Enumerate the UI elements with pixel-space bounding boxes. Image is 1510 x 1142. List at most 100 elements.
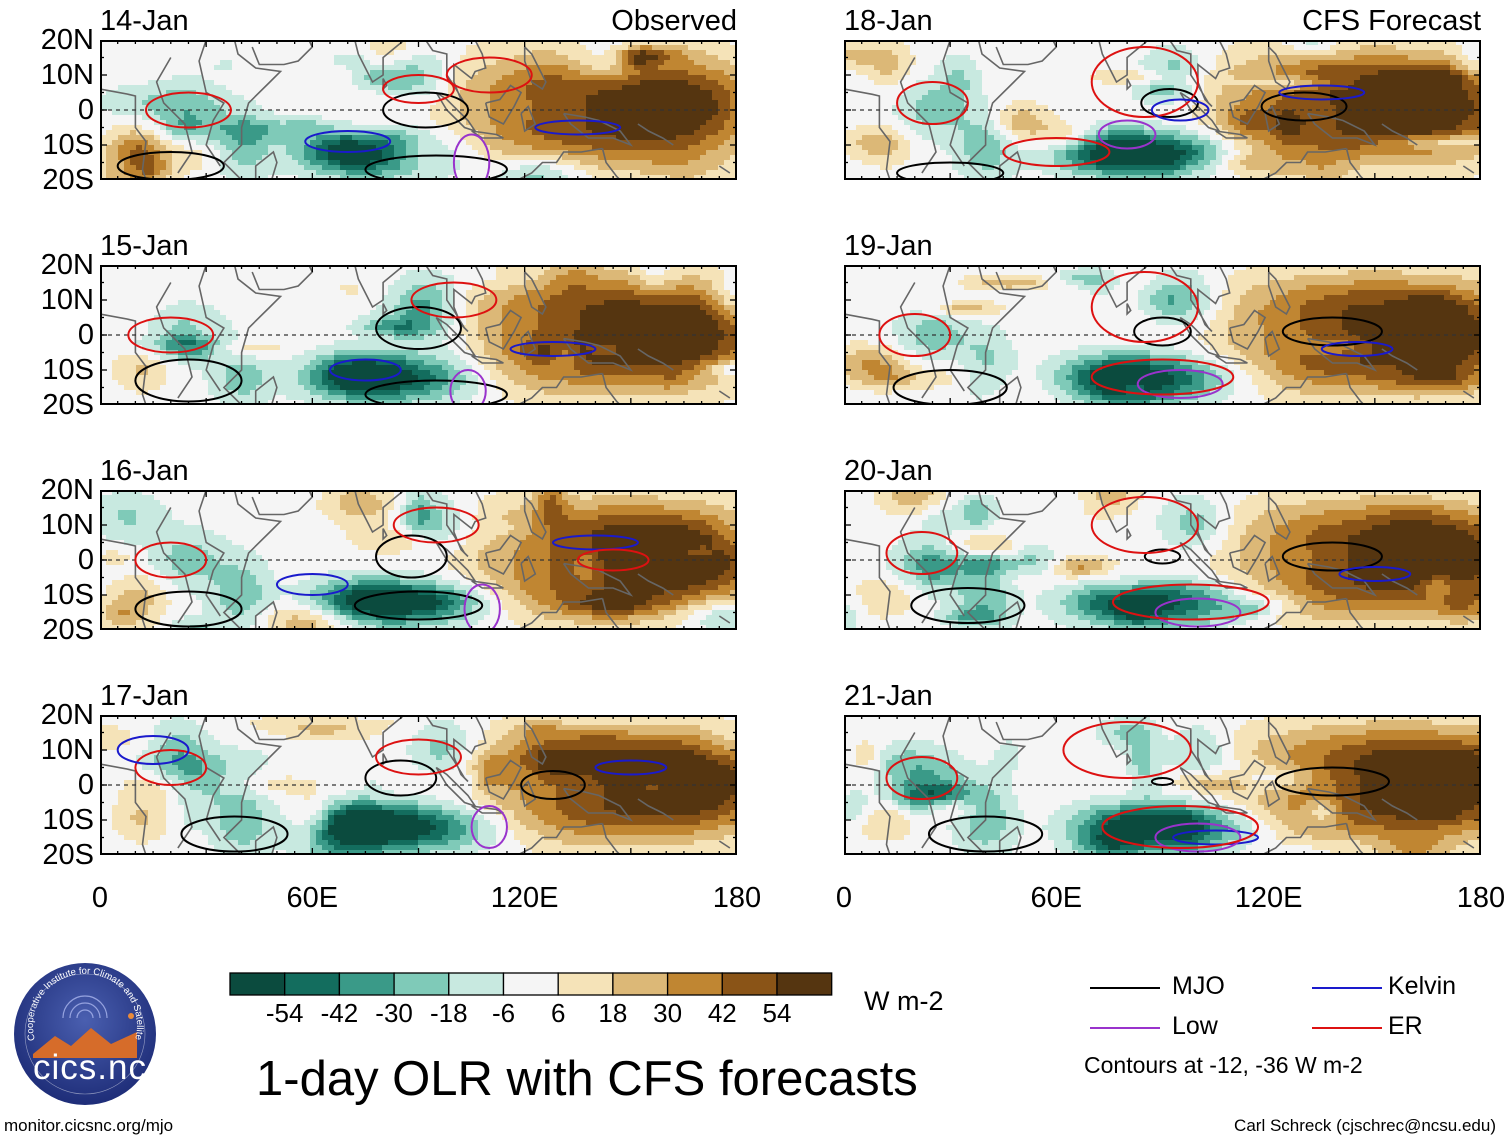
olr-cell [310,125,317,131]
olr-cell [346,125,353,131]
olr-cell [730,305,737,311]
olr-cell [316,350,323,356]
olr-cell [712,285,719,291]
olr-cell [628,295,635,301]
olr-cell [376,295,383,301]
olr-cell [220,290,227,296]
olr-cell [448,170,455,176]
olr-cell [148,325,155,331]
olr-cell [688,160,695,166]
olr-cell [640,70,647,76]
olr-cell [148,135,155,141]
olr-cell [100,155,107,161]
olr-cell [544,90,551,96]
olr-cell [622,310,629,316]
olr-cell [106,120,113,126]
olr-cell [100,100,107,106]
olr-cell [394,275,401,281]
olr-cell [718,90,725,96]
olr-cell [268,110,275,116]
olr-cell [364,135,371,141]
olr-cell [634,155,641,161]
olr-cell [382,320,389,326]
olr-cell [664,40,671,46]
olr-cell [706,325,713,331]
olr-cell [586,270,593,276]
olr-cell [358,40,365,46]
olr-cell [532,80,539,86]
olr-cell [214,65,221,71]
olr-cell [412,130,419,136]
olr-cell [160,120,167,126]
olr-cell [730,270,737,276]
olr-cell [538,155,545,161]
olr-cell [262,55,269,61]
olr-cell [418,170,425,176]
olr-cell [724,80,731,86]
olr-cell [694,165,701,171]
olr-cell [412,65,419,71]
olr-cell [244,170,251,176]
olr-cell [166,335,173,341]
olr-cell [442,295,449,301]
olr-cell [442,150,449,156]
olr-cell [136,140,143,146]
olr-cell [382,345,389,351]
olr-cell [496,40,503,46]
olr-cell [364,165,371,171]
olr-cell [352,350,359,356]
olr-cell [286,105,293,111]
olr-cell [592,285,599,291]
olr-cell [238,115,245,121]
olr-cell [694,300,701,306]
olr-cell [154,325,161,331]
olr-cell [508,320,515,326]
olr-cell [352,60,359,66]
olr-cell [406,90,413,96]
olr-cell [460,130,467,136]
olr-cell [268,300,275,306]
olr-cell [124,295,131,301]
olr-cell [388,340,395,346]
olr-cell [430,295,437,301]
olr-cell [172,110,179,116]
olr-cell [568,65,575,71]
olr-cell [400,330,407,336]
olr-cell [496,305,503,311]
olr-cell [484,345,491,351]
olr-cell [526,50,533,56]
olr-cell [682,60,689,66]
olr-cell [430,85,437,91]
olr-cell [142,295,149,301]
olr-cell [460,310,467,316]
olr-cell [238,75,245,81]
olr-cell [172,340,179,346]
olr-cell [604,145,611,151]
olr-cell [718,45,725,51]
olr-cell [280,40,287,46]
olr-cell [292,165,299,171]
olr-cell [562,110,569,116]
olr-cell [160,165,167,171]
olr-cell [634,65,641,71]
olr-cell [160,290,167,296]
olr-cell [250,105,257,111]
olr-cell [520,340,527,346]
olr-cell [292,345,299,351]
olr-cell [322,50,329,56]
olr-cell [238,70,245,76]
olr-cell [268,270,275,276]
olr-cell [442,75,449,81]
olr-cell [292,280,299,286]
olr-cell [490,165,497,171]
olr-cell [232,335,239,341]
olr-cell [400,90,407,96]
olr-cell [430,325,437,331]
olr-cell [520,280,527,286]
olr-cell [604,155,611,161]
olr-cell [340,170,347,176]
olr-cell [304,90,311,96]
olr-cell [568,325,575,331]
olr-cell [700,290,707,296]
olr-cell [352,130,359,136]
